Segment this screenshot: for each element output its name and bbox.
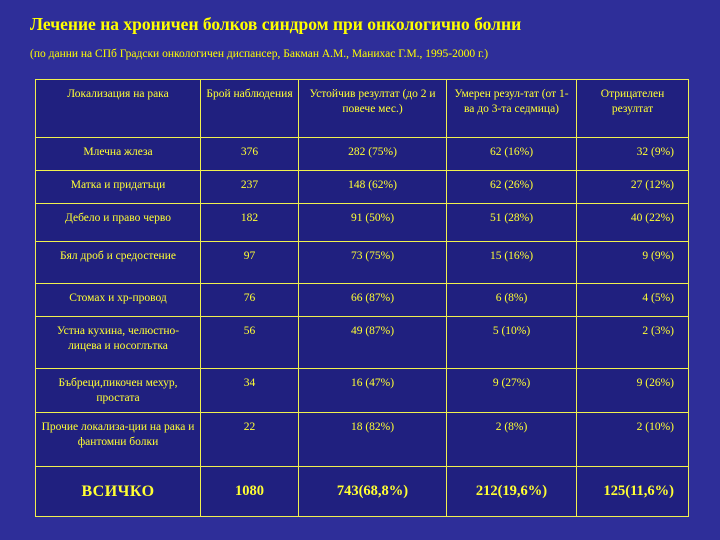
negative-result-cell: 4 (5%) bbox=[576, 282, 689, 317]
count-cell: 34 bbox=[200, 367, 299, 413]
col-header-count: Брой наблюдения bbox=[200, 78, 299, 138]
table-row: Матка и придатъци 237 148 (62%) 62 (26%)… bbox=[35, 169, 689, 204]
table-header-row: Локализация на рака Брой наблюдения Усто… bbox=[35, 78, 689, 138]
col-header-moderate-result: Умерен резул-тат (от 1-ва до 3-та седмиц… bbox=[446, 78, 577, 138]
localization-cell: Прочие локализа-ции на рака и фантомни б… bbox=[35, 411, 201, 467]
moderate-result-cell: 9 (27%) bbox=[446, 367, 577, 413]
total-moderate-result-cell: 212(19,6%) bbox=[446, 465, 577, 517]
negative-result-cell: 9 (9%) bbox=[576, 240, 689, 284]
table-row: Стомах и хр-провод 76 66 (87%) 6 (8%) 4 … bbox=[35, 282, 689, 317]
stable-result-cell: 148 (62%) bbox=[298, 169, 447, 204]
slide-title: Лечение на хроничен болков синдром при о… bbox=[30, 14, 522, 34]
results-table: Локализация на рака Брой наблюдения Усто… bbox=[35, 78, 689, 517]
stable-result-cell: 18 (82%) bbox=[298, 411, 447, 467]
stable-result-cell: 49 (87%) bbox=[298, 315, 447, 369]
negative-result-cell: 2 (10%) bbox=[576, 411, 689, 467]
moderate-result-cell: 62 (26%) bbox=[446, 169, 577, 204]
total-count-cell: 1080 bbox=[200, 465, 299, 517]
moderate-result-cell: 15 (16%) bbox=[446, 240, 577, 284]
negative-result-cell: 2 (3%) bbox=[576, 315, 689, 369]
count-cell: 22 bbox=[200, 411, 299, 467]
total-stable-result-cell: 743(68,8%) bbox=[298, 465, 447, 517]
localization-cell: Матка и придатъци bbox=[35, 169, 201, 204]
table-row: Млечна жлеза 376 282 (75%) 62 (16%) 32 (… bbox=[35, 136, 689, 171]
localization-cell: Дебело и право черво bbox=[35, 202, 201, 242]
col-header-localization: Локализация на рака bbox=[35, 78, 201, 138]
localization-cell: Бял дроб и средостение bbox=[35, 240, 201, 284]
slide-subtitle: (по данни на СПб Градски онкологичен дис… bbox=[30, 48, 489, 60]
moderate-result-cell: 51 (28%) bbox=[446, 202, 577, 242]
localization-cell: Млечна жлеза bbox=[35, 136, 201, 171]
moderate-result-cell: 6 (8%) bbox=[446, 282, 577, 317]
table-row: Устна кухина, челюстно-лицева и носоглът… bbox=[35, 315, 689, 369]
stable-result-cell: 16 (47%) bbox=[298, 367, 447, 413]
stable-result-cell: 282 (75%) bbox=[298, 136, 447, 171]
count-cell: 56 bbox=[200, 315, 299, 369]
negative-result-cell: 32 (9%) bbox=[576, 136, 689, 171]
negative-result-cell: 9 (26%) bbox=[576, 367, 689, 413]
table-row: Бъбреци,пикочен мехур, простата 34 16 (4… bbox=[35, 367, 689, 413]
table-row: Прочие локализа-ции на рака и фантомни б… bbox=[35, 411, 689, 467]
stable-result-cell: 66 (87%) bbox=[298, 282, 447, 317]
total-negative-result-cell: 125(11,6%) bbox=[576, 465, 689, 517]
count-cell: 376 bbox=[200, 136, 299, 171]
table-total-row: ВСИЧКО 1080 743(68,8%) 212(19,6%) 125(11… bbox=[35, 465, 689, 517]
localization-cell: Стомах и хр-провод bbox=[35, 282, 201, 317]
moderate-result-cell: 2 (8%) bbox=[446, 411, 577, 467]
moderate-result-cell: 5 (10%) bbox=[446, 315, 577, 369]
count-cell: 237 bbox=[200, 169, 299, 204]
total-label-cell: ВСИЧКО bbox=[35, 465, 201, 517]
col-header-stable-result: Устойчив резултат (до 2 и повече мес.) bbox=[298, 78, 447, 138]
localization-cell: Устна кухина, челюстно-лицева и носоглът… bbox=[35, 315, 201, 369]
count-cell: 76 bbox=[200, 282, 299, 317]
moderate-result-cell: 62 (16%) bbox=[446, 136, 577, 171]
negative-result-cell: 27 (12%) bbox=[576, 169, 689, 204]
negative-result-cell: 40 (22%) bbox=[576, 202, 689, 242]
stable-result-cell: 73 (75%) bbox=[298, 240, 447, 284]
count-cell: 182 bbox=[200, 202, 299, 242]
stable-result-cell: 91 (50%) bbox=[298, 202, 447, 242]
col-header-negative-result: Отрицателен резултат bbox=[576, 78, 689, 138]
table-row: Дебело и право черво 182 91 (50%) 51 (28… bbox=[35, 202, 689, 242]
count-cell: 97 bbox=[200, 240, 299, 284]
table-row: Бял дроб и средостение 97 73 (75%) 15 (1… bbox=[35, 240, 689, 284]
localization-cell: Бъбреци,пикочен мехур, простата bbox=[35, 367, 201, 413]
